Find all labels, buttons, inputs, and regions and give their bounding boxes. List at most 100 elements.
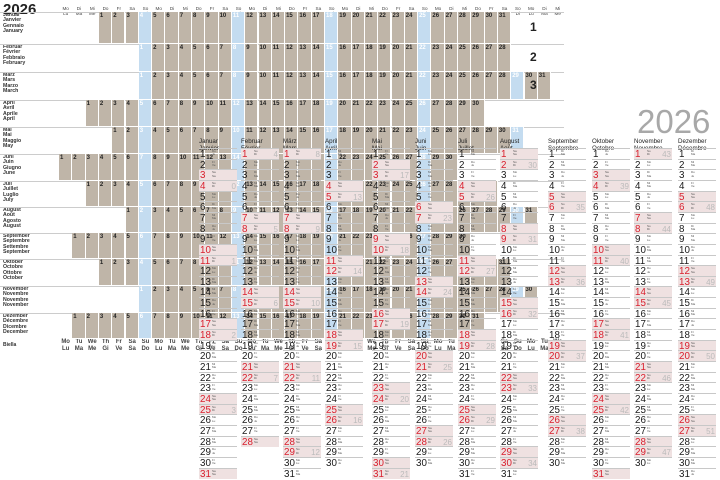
day-cell: 2 — [152, 44, 166, 72]
weekday-fr: Ve — [254, 429, 258, 434]
weekday-fr: Di — [212, 184, 215, 189]
weekday-fr: Ma — [212, 354, 217, 359]
week-number: 19 — [400, 320, 409, 330]
weekday-abbr: Mo Lu — [513, 319, 517, 327]
day-row: 1 So Di 8 — [283, 148, 321, 160]
weekday-abbr: So Di — [471, 415, 475, 423]
day-row: 20 Mo Lu — [458, 350, 496, 362]
weekday-fr: Di — [338, 269, 341, 274]
day-row: 20 Sa Sa — [415, 350, 453, 362]
weekday-fr: Sa — [513, 450, 517, 455]
day-number: 17 — [312, 13, 320, 19]
day-row: 9 Fr Ve — [592, 233, 630, 245]
day-row: 23 Mi Me — [548, 382, 586, 394]
day-row: 24 Fr Ve — [325, 392, 363, 405]
weekday-abbr: Di Ma — [605, 277, 609, 285]
day-number: 28 — [459, 13, 466, 19]
weekday-abbr: So Di — [338, 415, 342, 423]
day-number: 31 — [501, 468, 512, 480]
week-number: 41 — [620, 331, 629, 341]
weekday-abbr: Fr Ve — [212, 160, 216, 168]
weekday-footer: We — [180, 339, 190, 345]
weekday-footer-it: Gi — [102, 346, 109, 352]
day-row: 29 Mi Me — [458, 446, 496, 458]
weekday-header: Fr — [116, 6, 121, 11]
weekday-fr: Me — [561, 386, 566, 391]
day-row: 22 So Di 46 — [634, 371, 672, 384]
weekday-fr: Di — [212, 408, 215, 412]
weekday-fr: Di — [296, 450, 299, 455]
week-number: 33 — [528, 384, 537, 394]
weekday-footer: Th — [288, 339, 296, 345]
weekday-abbr: Fr Ve — [296, 202, 300, 210]
day-row: 30 Fr Ve — [199, 456, 237, 469]
planner-year-title: 2026 — [3, 1, 37, 18]
weekday-abbr: Sa Sa — [691, 415, 695, 423]
weekday-footer: Tu — [75, 339, 83, 345]
weekday-abbr: So Di — [513, 234, 517, 242]
day-row: 16 Mi Me — [678, 307, 716, 320]
day-row: 5 So Di 26 — [458, 190, 496, 203]
day-row: 27 Fr Ve — [634, 424, 672, 437]
day-cell: 6 — [205, 44, 219, 72]
weekday-abbr: Di Ma — [561, 373, 565, 381]
weekday-footer-it: Ve — [115, 346, 123, 352]
day-row: 28 So Di 26 — [415, 435, 453, 448]
month-name-fr: Mars — [3, 77, 16, 84]
weekday-fr: Ma — [647, 397, 652, 402]
weekday-abbr: Fr Ve — [296, 277, 300, 285]
day-row: 28 Mi Me — [592, 435, 630, 448]
week-number: 23 — [443, 213, 452, 223]
day-number: 21 — [405, 45, 413, 51]
month-name-de: März — [3, 72, 15, 78]
weekday-footer: Fr — [302, 339, 309, 345]
weekday-footer: Sa — [500, 339, 509, 345]
day-row: 4 Do Je — [415, 179, 453, 192]
day-row: 6 Mi Me — [372, 201, 410, 213]
day-row: 14 Sa Sa — [634, 286, 672, 298]
weekday-abbr: Fr Ve — [212, 458, 216, 466]
weekday-fr: Ma — [428, 461, 433, 466]
day-row: 25 Do Je — [415, 403, 453, 416]
weekday-fr: Ma — [212, 280, 217, 285]
day-row: 3 Do Je — [678, 169, 716, 181]
weekday-fr: Lu — [605, 269, 609, 274]
weekday-abbr: Mo Lu — [647, 383, 651, 391]
day-cell: 20 — [351, 12, 365, 44]
weekday-abbr: Di Ma — [254, 245, 258, 253]
day-row: 7 Sa Sa — [241, 211, 279, 224]
weekday-abbr: Di Ma — [513, 181, 517, 189]
weekday-abbr: Fr Ve — [254, 202, 258, 210]
day-row: 8 So Di 5 — [241, 222, 279, 235]
weekday-footer-it: Sa — [407, 346, 416, 352]
day-row: 17 Mi Me — [415, 318, 453, 330]
weekday-fr: Je — [513, 280, 517, 285]
weekday-fr: Lu — [513, 322, 517, 327]
weekday-footer-it: Sa — [500, 346, 509, 352]
weekday-footer-it: Gi — [288, 346, 295, 352]
weekday-abbr: Fr Ve — [691, 330, 695, 338]
day-row: 22 Do Je — [592, 371, 630, 384]
day-row: 23 Sa Sa — [372, 382, 410, 394]
weekday-abbr: Mo Lu — [338, 351, 342, 359]
day-number: 28 — [498, 45, 506, 51]
day-row: 6 Sa Sa — [415, 201, 453, 213]
weekday-abbr: Mi Me — [254, 256, 258, 264]
weekday-fr: Sa — [691, 418, 695, 423]
weekday-abbr: Mi Me — [254, 405, 258, 413]
weekday-fr: Me — [296, 408, 301, 412]
weekday-abbr: So Di — [254, 298, 258, 306]
day-row: 18 Do Je — [415, 329, 453, 341]
weekday-abbr: Di Ma — [254, 319, 258, 327]
day-cell: 22 — [418, 44, 432, 72]
weekday-abbr: So Di — [691, 202, 695, 210]
weekday-fr: Me — [471, 301, 476, 306]
weekday-abbr: So Di — [385, 469, 389, 477]
weekday-fr: Je — [691, 173, 695, 178]
day-row: 4 Di Ma — [500, 179, 538, 192]
weekday-fr: Ve — [513, 290, 517, 295]
day-number: 31 — [498, 13, 506, 19]
day-row: 16 Mo Lu — [634, 307, 672, 320]
day-number: 24 — [405, 13, 413, 19]
day-cell: 16 — [338, 44, 352, 72]
